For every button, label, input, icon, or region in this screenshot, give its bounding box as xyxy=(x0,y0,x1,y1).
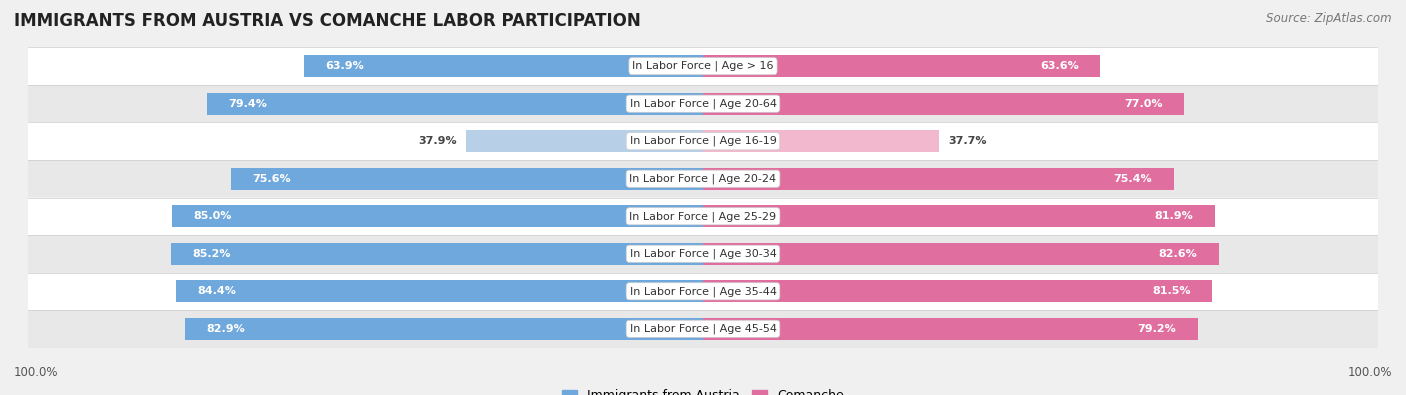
Text: 100.0%: 100.0% xyxy=(14,366,59,379)
Text: 77.0%: 77.0% xyxy=(1123,99,1163,109)
Text: 37.9%: 37.9% xyxy=(418,136,457,146)
Bar xyxy=(28,85,1378,122)
Text: 81.9%: 81.9% xyxy=(1154,211,1192,221)
Bar xyxy=(703,205,1215,227)
Text: In Labor Force | Age 45-54: In Labor Force | Age 45-54 xyxy=(630,324,776,334)
Text: 84.4%: 84.4% xyxy=(197,286,236,296)
Bar xyxy=(172,205,703,227)
Bar xyxy=(28,273,1378,310)
Text: 63.9%: 63.9% xyxy=(326,61,364,71)
Text: 63.6%: 63.6% xyxy=(1040,61,1078,71)
Bar xyxy=(176,280,703,302)
Text: 100.0%: 100.0% xyxy=(1347,366,1392,379)
Text: 75.4%: 75.4% xyxy=(1114,174,1153,184)
Text: 37.7%: 37.7% xyxy=(948,136,987,146)
Bar xyxy=(304,55,703,77)
Bar xyxy=(703,318,1198,340)
Bar xyxy=(170,243,703,265)
Text: 82.9%: 82.9% xyxy=(207,324,246,334)
Text: 81.5%: 81.5% xyxy=(1152,286,1191,296)
Bar xyxy=(28,47,1378,85)
Bar xyxy=(186,318,703,340)
Text: 82.6%: 82.6% xyxy=(1159,249,1198,259)
Text: In Labor Force | Age 20-64: In Labor Force | Age 20-64 xyxy=(630,98,776,109)
Text: 79.2%: 79.2% xyxy=(1137,324,1175,334)
Text: Source: ZipAtlas.com: Source: ZipAtlas.com xyxy=(1267,12,1392,25)
Bar xyxy=(703,55,1101,77)
Bar xyxy=(703,130,939,152)
Bar xyxy=(28,235,1378,273)
Text: In Labor Force | Age 25-29: In Labor Force | Age 25-29 xyxy=(630,211,776,222)
Bar xyxy=(703,168,1174,190)
Text: IMMIGRANTS FROM AUSTRIA VS COMANCHE LABOR PARTICIPATION: IMMIGRANTS FROM AUSTRIA VS COMANCHE LABO… xyxy=(14,12,641,30)
Bar xyxy=(28,198,1378,235)
Bar xyxy=(703,93,1184,115)
Bar xyxy=(207,93,703,115)
Bar xyxy=(703,243,1219,265)
Text: In Labor Force | Age 35-44: In Labor Force | Age 35-44 xyxy=(630,286,776,297)
Bar xyxy=(703,280,1212,302)
Text: In Labor Force | Age 16-19: In Labor Force | Age 16-19 xyxy=(630,136,776,147)
Bar xyxy=(28,310,1378,348)
Text: 85.2%: 85.2% xyxy=(193,249,231,259)
Bar xyxy=(231,168,703,190)
Bar xyxy=(28,160,1378,198)
Text: In Labor Force | Age 20-24: In Labor Force | Age 20-24 xyxy=(630,173,776,184)
Legend: Immigrants from Austria, Comanche: Immigrants from Austria, Comanche xyxy=(557,384,849,395)
Bar xyxy=(467,130,703,152)
Text: 79.4%: 79.4% xyxy=(229,99,267,109)
Text: 85.0%: 85.0% xyxy=(194,211,232,221)
Bar xyxy=(28,122,1378,160)
Text: In Labor Force | Age 30-34: In Labor Force | Age 30-34 xyxy=(630,248,776,259)
Text: In Labor Force | Age > 16: In Labor Force | Age > 16 xyxy=(633,61,773,71)
Text: 75.6%: 75.6% xyxy=(253,174,291,184)
